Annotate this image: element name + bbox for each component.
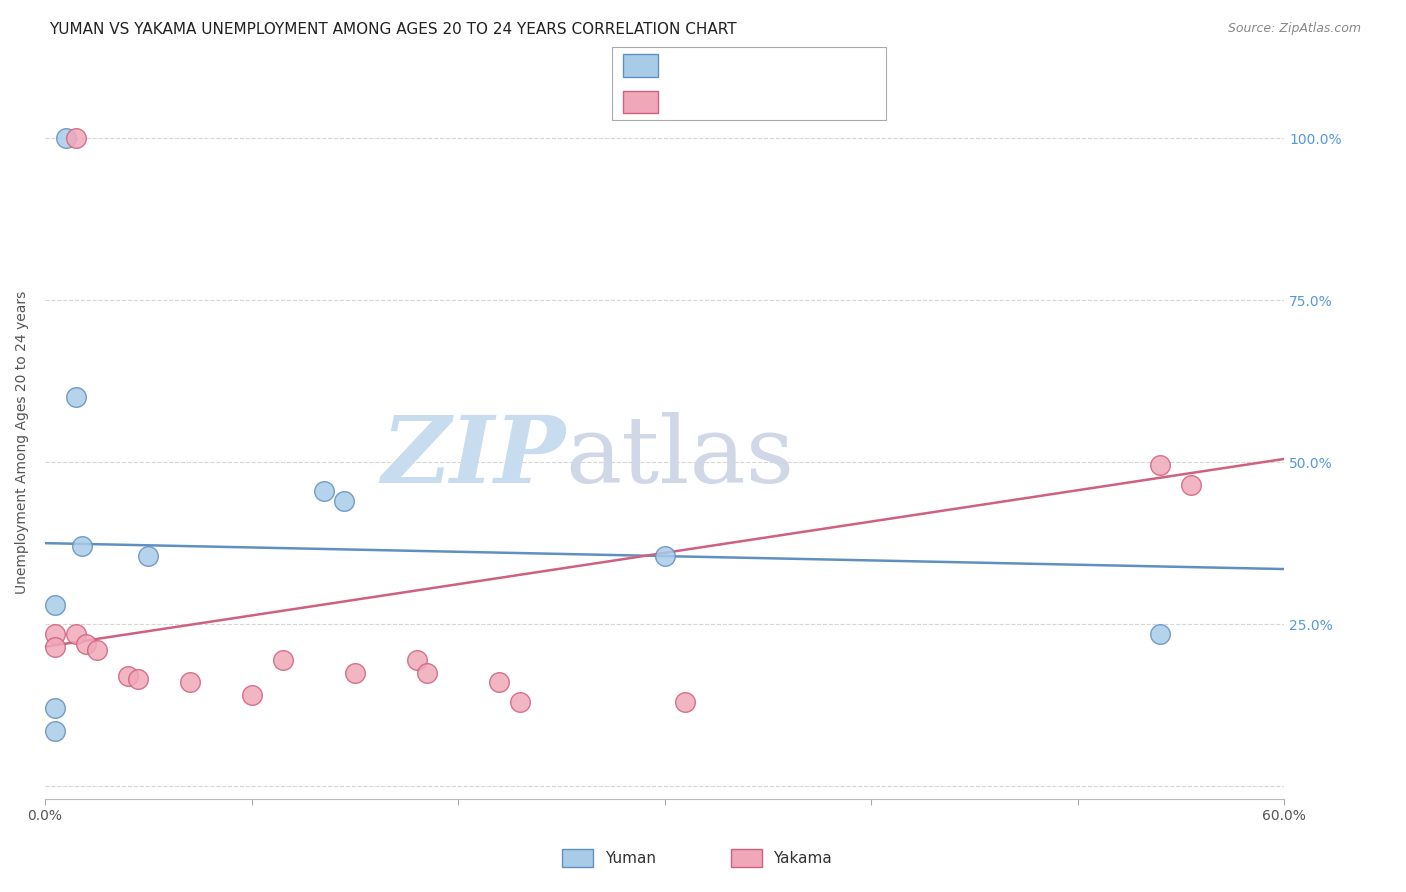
Point [1149,458,1171,473]
Point [117,669,139,683]
Point [44,598,66,612]
Point [333,494,356,508]
Point [343,665,366,680]
Point [65,627,87,641]
Point [44,724,66,739]
Point [405,653,427,667]
Point [86,643,108,657]
Point [44,701,66,715]
Point [65,131,87,145]
Point [509,695,531,709]
Text: atlas: atlas [565,412,794,502]
Point [488,675,510,690]
Point [240,689,263,703]
Point [1149,627,1171,641]
Point [44,640,66,654]
Point [416,665,439,680]
Point [179,675,201,690]
Point [65,390,87,404]
Text: ZIP: ZIP [381,412,565,502]
Point [271,653,294,667]
Text: YUMAN VS YAKAMA UNEMPLOYMENT AMONG AGES 20 TO 24 YEARS CORRELATION CHART: YUMAN VS YAKAMA UNEMPLOYMENT AMONG AGES … [49,22,737,37]
Point [55,131,77,145]
Text: R =  -0.047    N = 12: R = -0.047 N = 12 [669,56,879,75]
Point [44,627,66,641]
Point [127,672,149,686]
Text: Source: ZipAtlas.com: Source: ZipAtlas.com [1227,22,1361,36]
Point [70,540,93,554]
Text: Yakama: Yakama [773,851,832,865]
Text: Yuman: Yuman [605,851,655,865]
Text: R =  0.277    N = 20: R = 0.277 N = 20 [669,93,869,112]
Point [673,695,696,709]
Point [136,549,159,563]
Point [654,549,676,563]
Point [1180,478,1202,492]
Point [312,484,335,499]
Y-axis label: Unemployment Among Ages 20 to 24 years: Unemployment Among Ages 20 to 24 years [15,291,30,594]
Point [75,636,97,650]
